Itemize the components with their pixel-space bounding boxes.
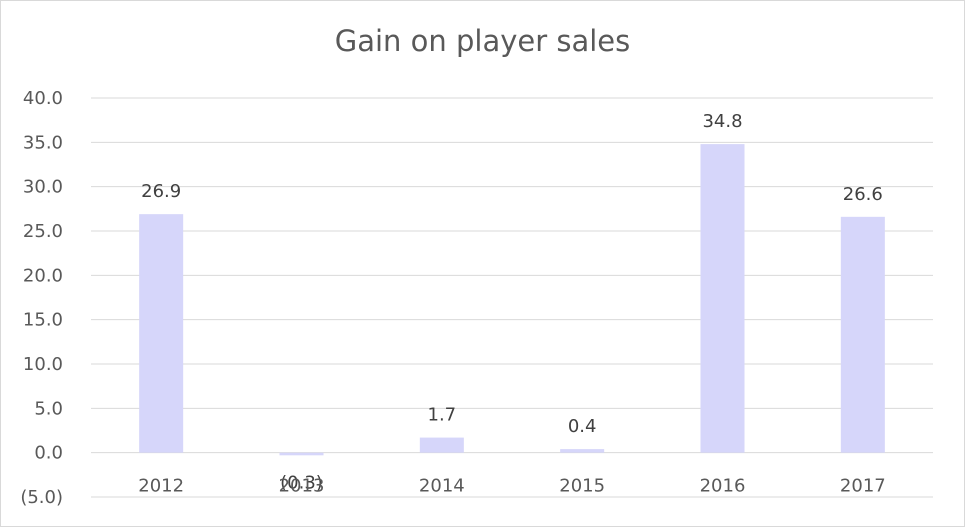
chart-title: Gain on player sales	[334, 24, 631, 58]
y-tick-label: 0.0	[34, 443, 63, 464]
y-tick-label: (5.0)	[20, 487, 63, 508]
data-label: (0.3)	[280, 473, 323, 494]
x-category-label: 2013	[279, 476, 325, 497]
x-category-label: 2012	[138, 476, 184, 497]
bar	[139, 214, 184, 453]
y-tick-label: 15.0	[23, 310, 63, 331]
y-tick-label: 20.0	[23, 265, 63, 286]
bar	[840, 216, 885, 453]
bar	[560, 449, 605, 453]
y-tick-label: 35.0	[23, 132, 63, 153]
y-tick-label: 5.0	[34, 398, 63, 419]
y-tick-label: 30.0	[23, 177, 63, 198]
data-label: 0.4	[568, 416, 597, 437]
bar	[419, 437, 464, 453]
y-tick-label: 25.0	[23, 221, 63, 242]
x-category-label: 2014	[419, 476, 465, 497]
bar	[279, 452, 324, 456]
data-label: 34.8	[702, 111, 742, 132]
x-category-label: 2016	[700, 476, 746, 497]
data-label: 26.9	[141, 181, 181, 202]
bar	[700, 144, 745, 453]
x-category-label: 2017	[840, 476, 886, 497]
x-category-label: 2015	[559, 476, 605, 497]
data-label: 26.6	[843, 184, 883, 205]
y-tick-label: 10.0	[23, 354, 63, 375]
y-tick-label: 40.0	[23, 88, 63, 109]
data-label: 1.7	[428, 405, 457, 426]
